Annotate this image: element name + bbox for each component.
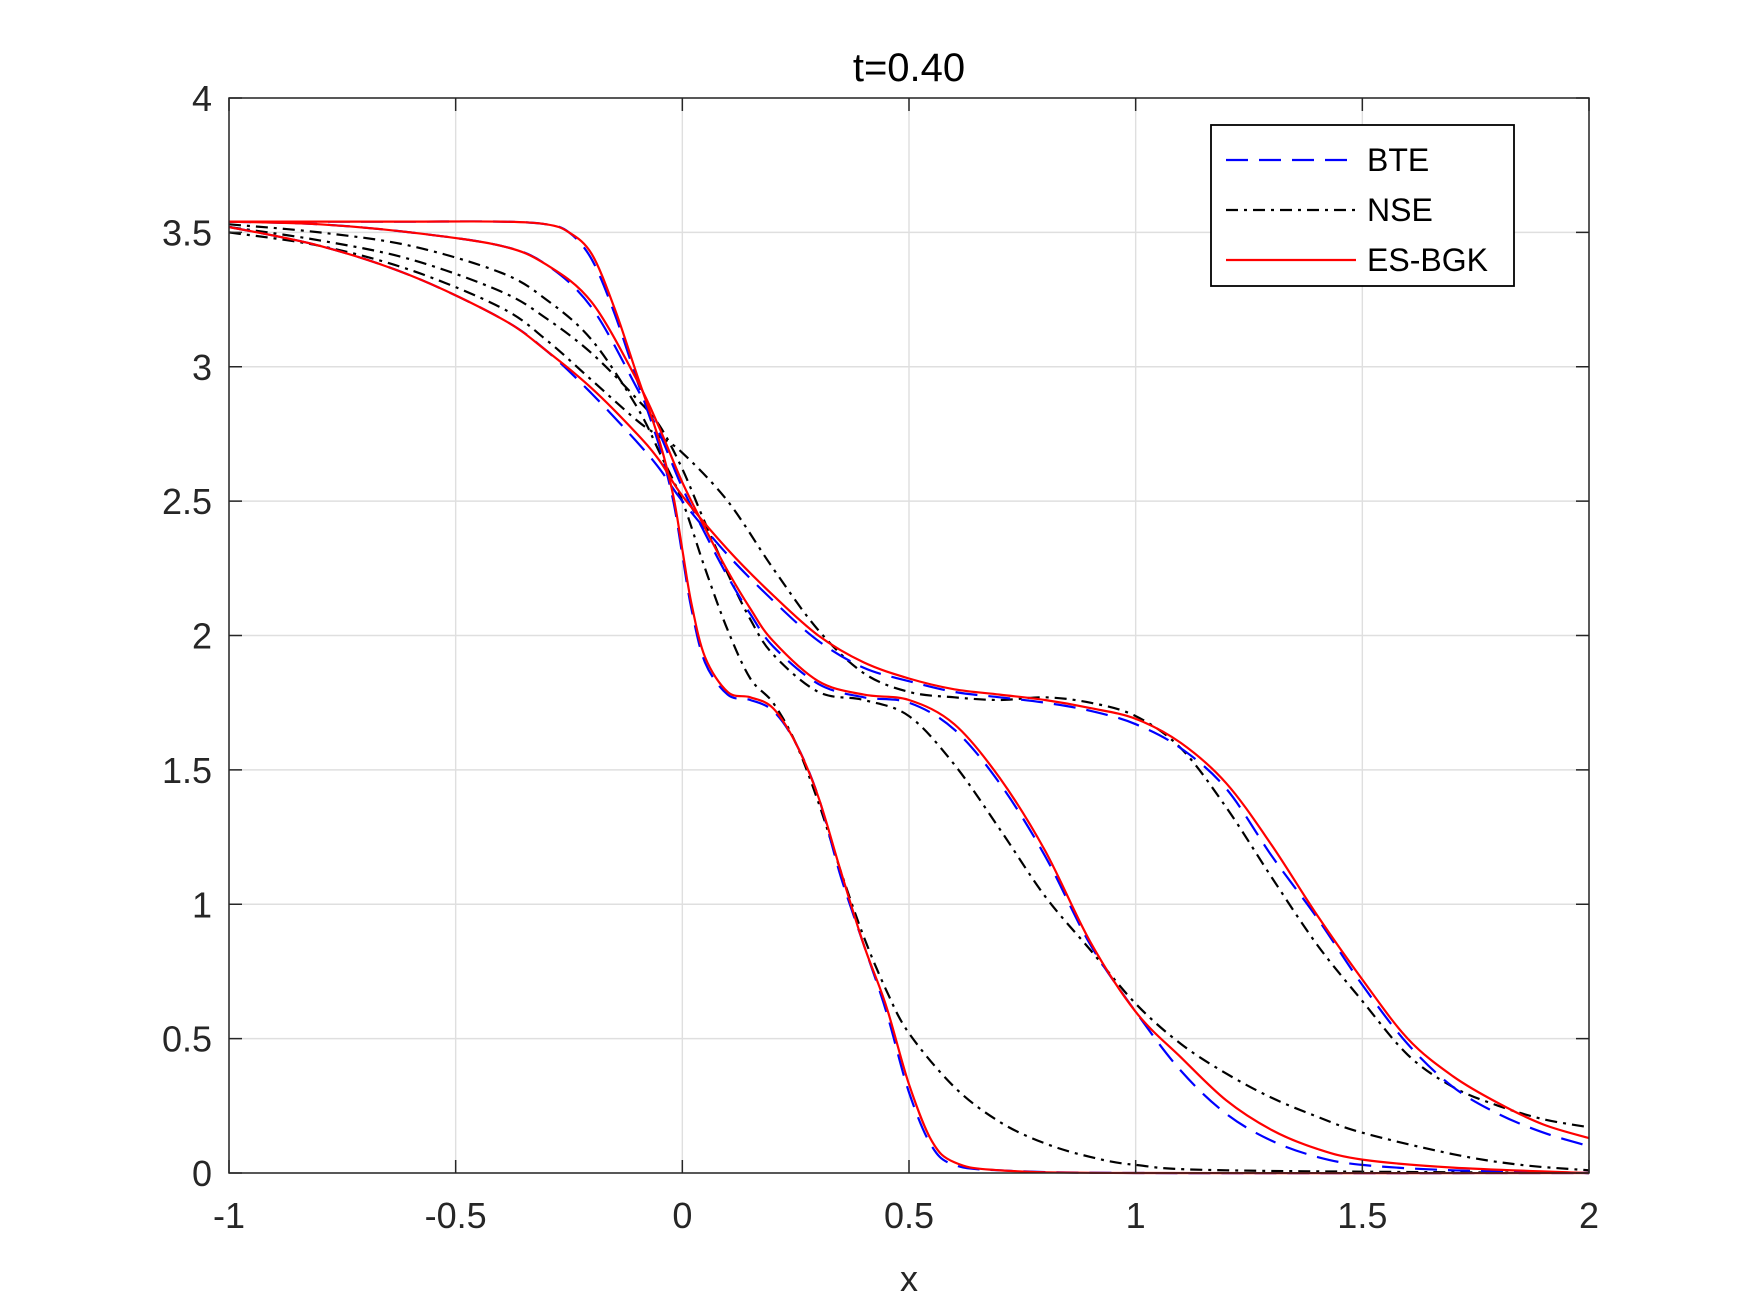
x-tick-label: 1.5: [1337, 1195, 1387, 1236]
y-tick-label: 3: [192, 347, 212, 388]
legend-label-es-bgk: ES-BGK: [1367, 242, 1488, 278]
series-line-es-bgk-profile-2: [228, 220, 1590, 1175]
x-tick-label: -1: [213, 1195, 245, 1236]
y-tick-label: 1.5: [162, 750, 212, 791]
y-tick-label: 0: [192, 1153, 212, 1194]
x-tick-label: 2: [1579, 1195, 1599, 1236]
y-tick-label: 0.5: [162, 1019, 212, 1060]
y-tick-label: 4: [192, 78, 212, 119]
x-tick-label: 1: [1126, 1195, 1146, 1236]
series-line-bte-profile-3: [228, 225, 1590, 1148]
legend-label-nse: NSE: [1367, 192, 1433, 228]
y-tick-label: 3.5: [162, 212, 212, 253]
x-tick-label: 0.5: [884, 1195, 934, 1236]
x-axis-label: x: [900, 1258, 918, 1291]
legend: BTE NSE ES-BGK: [1210, 124, 1515, 287]
legend-label-bte: BTE: [1367, 142, 1429, 178]
series-line-es-bgk-profile-1: [229, 220, 1590, 1175]
chart-title: t=0.40: [853, 46, 965, 90]
y-tick-label: 2.5: [162, 481, 212, 522]
y-tick-label: 1: [192, 884, 212, 925]
series-layer: [228, 220, 1590, 1175]
x-tick-label: -0.5: [425, 1195, 487, 1236]
axes: -1 -0.5 0 0.5 1 1.5 2 0 0.5 1 1.5 2 2.5 3 3.5 4: [162, 78, 1599, 1236]
y-tick-label: 2: [192, 616, 212, 657]
series-line-es-bgk-profile-3: [228, 225, 1590, 1140]
series-line-bte-profile-1: [229, 220, 1590, 1175]
x-tick-label: 0: [672, 1195, 692, 1236]
series-line-nse-profile-3: [228, 231, 1590, 1129]
